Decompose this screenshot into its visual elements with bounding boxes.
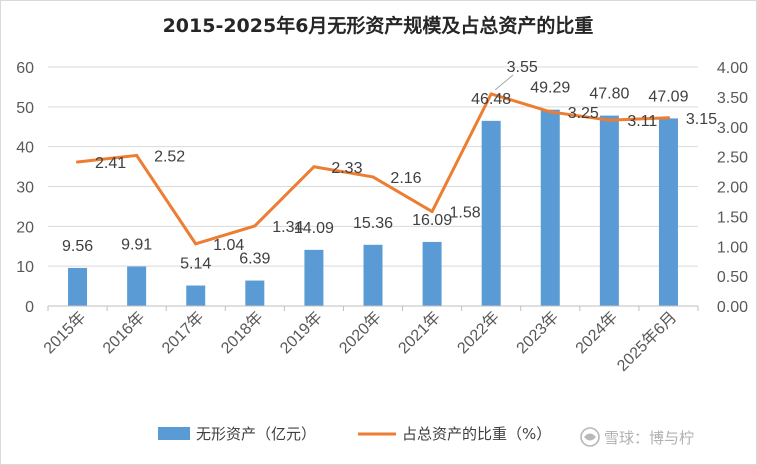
y-right-tick-label: 3.50 [717, 90, 748, 107]
bar-data-label: 15.36 [353, 215, 393, 232]
bar [304, 249, 324, 306]
y-left-tick-label: 20 [16, 219, 34, 236]
y-right-tick-label: 2.50 [717, 150, 748, 167]
bar [127, 266, 147, 306]
bar-data-label: 5.14 [180, 256, 211, 273]
y-left-tick-label: 40 [16, 140, 34, 157]
legend-label-line: 占总资产的比重（%） [402, 425, 551, 443]
y-left-tick-label: 0 [25, 299, 34, 316]
line-point [666, 116, 670, 120]
bar [422, 241, 442, 306]
line-point [371, 175, 375, 179]
line-point [312, 165, 316, 169]
bar-data-label: 47.09 [648, 88, 688, 105]
label-leader-line [494, 74, 514, 91]
y-right-tick-label: 4.00 [717, 60, 748, 77]
y-right-tick-label: 0.50 [717, 269, 748, 286]
watermark-text: 雪球：博与柠 [604, 429, 694, 447]
line-data-label: 2.52 [154, 148, 185, 165]
line-point [489, 92, 493, 96]
y-axis-right: 0.00 0.50 1.00 1.50 2.00 2.50 3.00 3.50 4.00 [717, 60, 748, 316]
chart-title: 2015-2025年6月无形资产规模及占总资产的比重 [163, 14, 594, 37]
line-data-label: 3.55 [507, 59, 538, 76]
line-data-label: 3.11 [627, 113, 657, 130]
y-right-tick-label: 2.00 [717, 180, 748, 197]
snowball-logo-icon [580, 427, 600, 447]
bar [540, 109, 560, 306]
line-data-label: 3.15 [686, 111, 717, 128]
line-data-label: 1.04 [213, 237, 244, 254]
line-data-label: 1.34 [272, 219, 303, 236]
line-series [76, 92, 670, 246]
bar [658, 118, 678, 306]
y-right-tick-label: 1.00 [717, 239, 748, 256]
watermark: 雪球：博与柠 [580, 427, 694, 447]
bar-data-label: 9.56 [62, 238, 93, 255]
bar-data-label: 46.48 [471, 91, 511, 108]
line-data-label: 2.41 [95, 155, 126, 172]
y-left-tick-label: 10 [16, 259, 34, 276]
line-data-label: 3.25 [568, 105, 599, 122]
bar [68, 267, 88, 306]
line-point [76, 160, 80, 164]
bar-data-label: 16.09 [412, 212, 452, 229]
y-left-tick-label: 30 [16, 180, 34, 197]
bar [363, 244, 383, 306]
bar [245, 280, 265, 306]
line-point [430, 210, 434, 214]
legend: 无形资产（亿元） 占总资产的比重（%） [158, 425, 551, 443]
line-point [607, 118, 611, 122]
bar-data-label: 14.09 [294, 220, 334, 237]
line-data-label: 2.16 [390, 170, 421, 187]
y-right-tick-label: 1.50 [717, 209, 748, 226]
y-axis-left: 0 10 20 30 40 50 60 [16, 60, 34, 316]
bar-data-label: 47.80 [589, 86, 629, 103]
bar-data-label: 6.39 [239, 251, 270, 268]
legend-swatch-bar [158, 427, 190, 440]
line-data-label: 2.33 [331, 160, 362, 177]
bar-series [68, 109, 678, 306]
bar-data-label: 9.91 [121, 237, 152, 254]
y-left-tick-label: 50 [16, 100, 34, 117]
data-labels: 9.56 9.91 5.14 6.39 14.09 15.36 16.09 46.48 49.2… [62, 59, 717, 273]
bar [481, 120, 501, 306]
y-right-tick-label: 0.00 [717, 299, 748, 316]
legend-label-bar: 无形资产（亿元） [196, 425, 316, 443]
y-right-tick-label: 3.00 [717, 120, 748, 137]
line-point [548, 110, 552, 114]
line-point [253, 224, 257, 228]
bar [599, 115, 619, 306]
y-left-tick-label: 60 [16, 60, 34, 77]
bar [186, 285, 206, 306]
bar-data-label: 49.29 [530, 80, 570, 97]
line-point [194, 242, 198, 246]
line-data-label: 1.58 [450, 205, 481, 222]
line-point [135, 153, 139, 157]
